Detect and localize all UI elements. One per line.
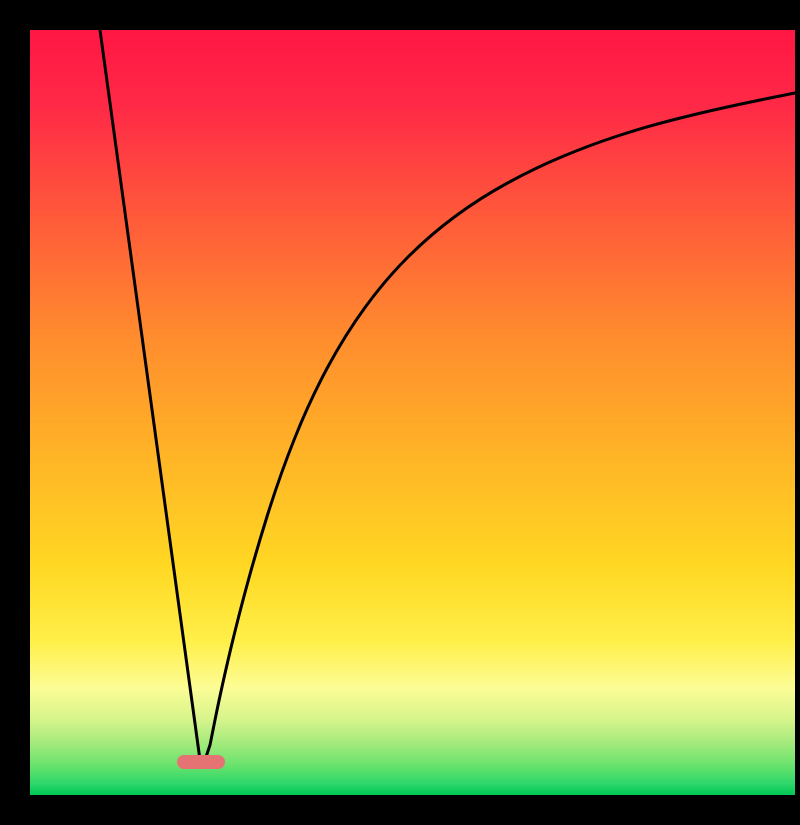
plot-border xyxy=(0,0,800,825)
